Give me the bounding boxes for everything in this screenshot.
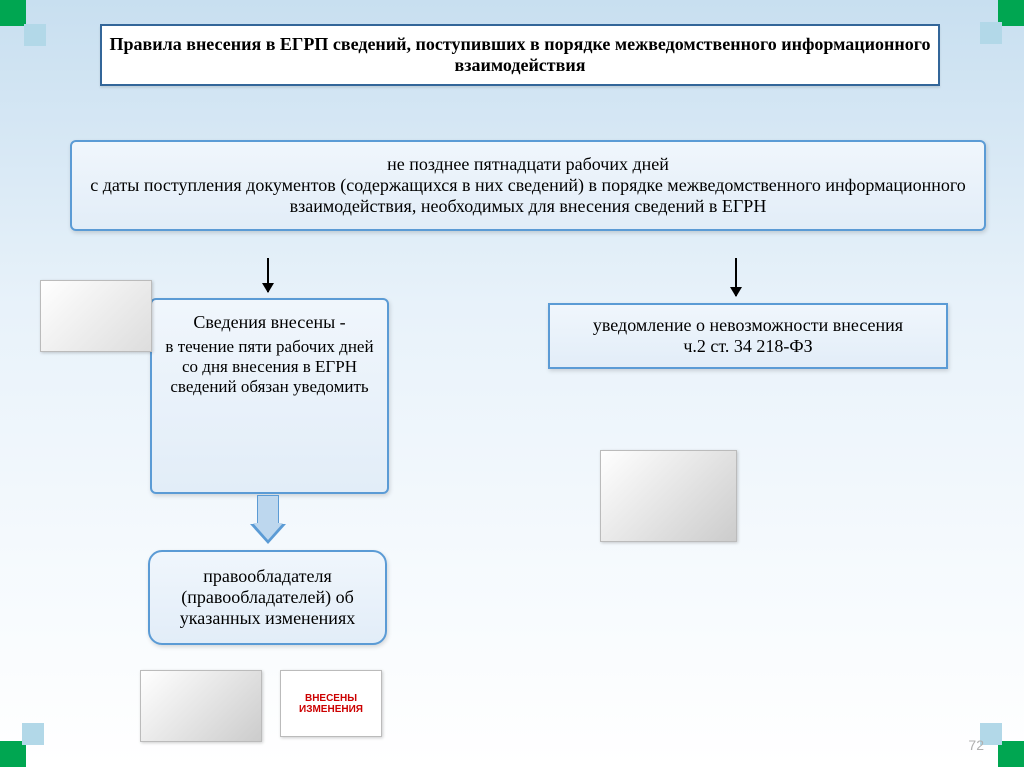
corner-accent — [24, 24, 46, 46]
people-illustration — [40, 280, 152, 352]
stamp-label: ВНЕСЕНЫ ИЗМЕНЕНИЯ — [299, 693, 363, 715]
info-entered-box: Сведения внесены - в течение пяти рабочи… — [150, 298, 389, 494]
impossible-notice-box: уведомление о невозможности внесения ч.2… — [548, 303, 948, 369]
info-entered-body: в течение пяти рабочих дней со дня внесе… — [162, 337, 377, 397]
arrow-to-left-box — [267, 258, 269, 292]
stamp-illustration: ВНЕСЕНЫ ИЗМЕНЕНИЯ — [280, 670, 382, 737]
info-entered-title: Сведения внесены - — [162, 312, 377, 333]
main-rule-box: не позднее пятнадцати рабочих дней с дат… — [70, 140, 986, 231]
document-illustration — [600, 450, 737, 542]
document-illustration — [140, 670, 262, 742]
corner-accent — [980, 22, 1002, 44]
impossible-notice-line1: уведомление о невозможности внесения — [558, 315, 938, 336]
block-arrow-down — [250, 495, 286, 544]
rightsholder-box: правообладателя (правообладателей) об ук… — [148, 550, 387, 645]
page-number: 72 — [968, 737, 984, 753]
impossible-notice-line2: ч.2 ст. 34 218-ФЗ — [558, 336, 938, 357]
main-rule-text: не позднее пятнадцати рабочих дней с дат… — [90, 154, 966, 216]
rightsholder-text: правообладателя (правообладателей) об ук… — [180, 566, 355, 628]
slide-title: Правила внесения в ЕГРП сведений, поступ… — [100, 24, 940, 86]
arrow-to-right-box — [735, 258, 737, 296]
corner-accent — [22, 723, 44, 745]
corner-accent — [0, 0, 26, 26]
